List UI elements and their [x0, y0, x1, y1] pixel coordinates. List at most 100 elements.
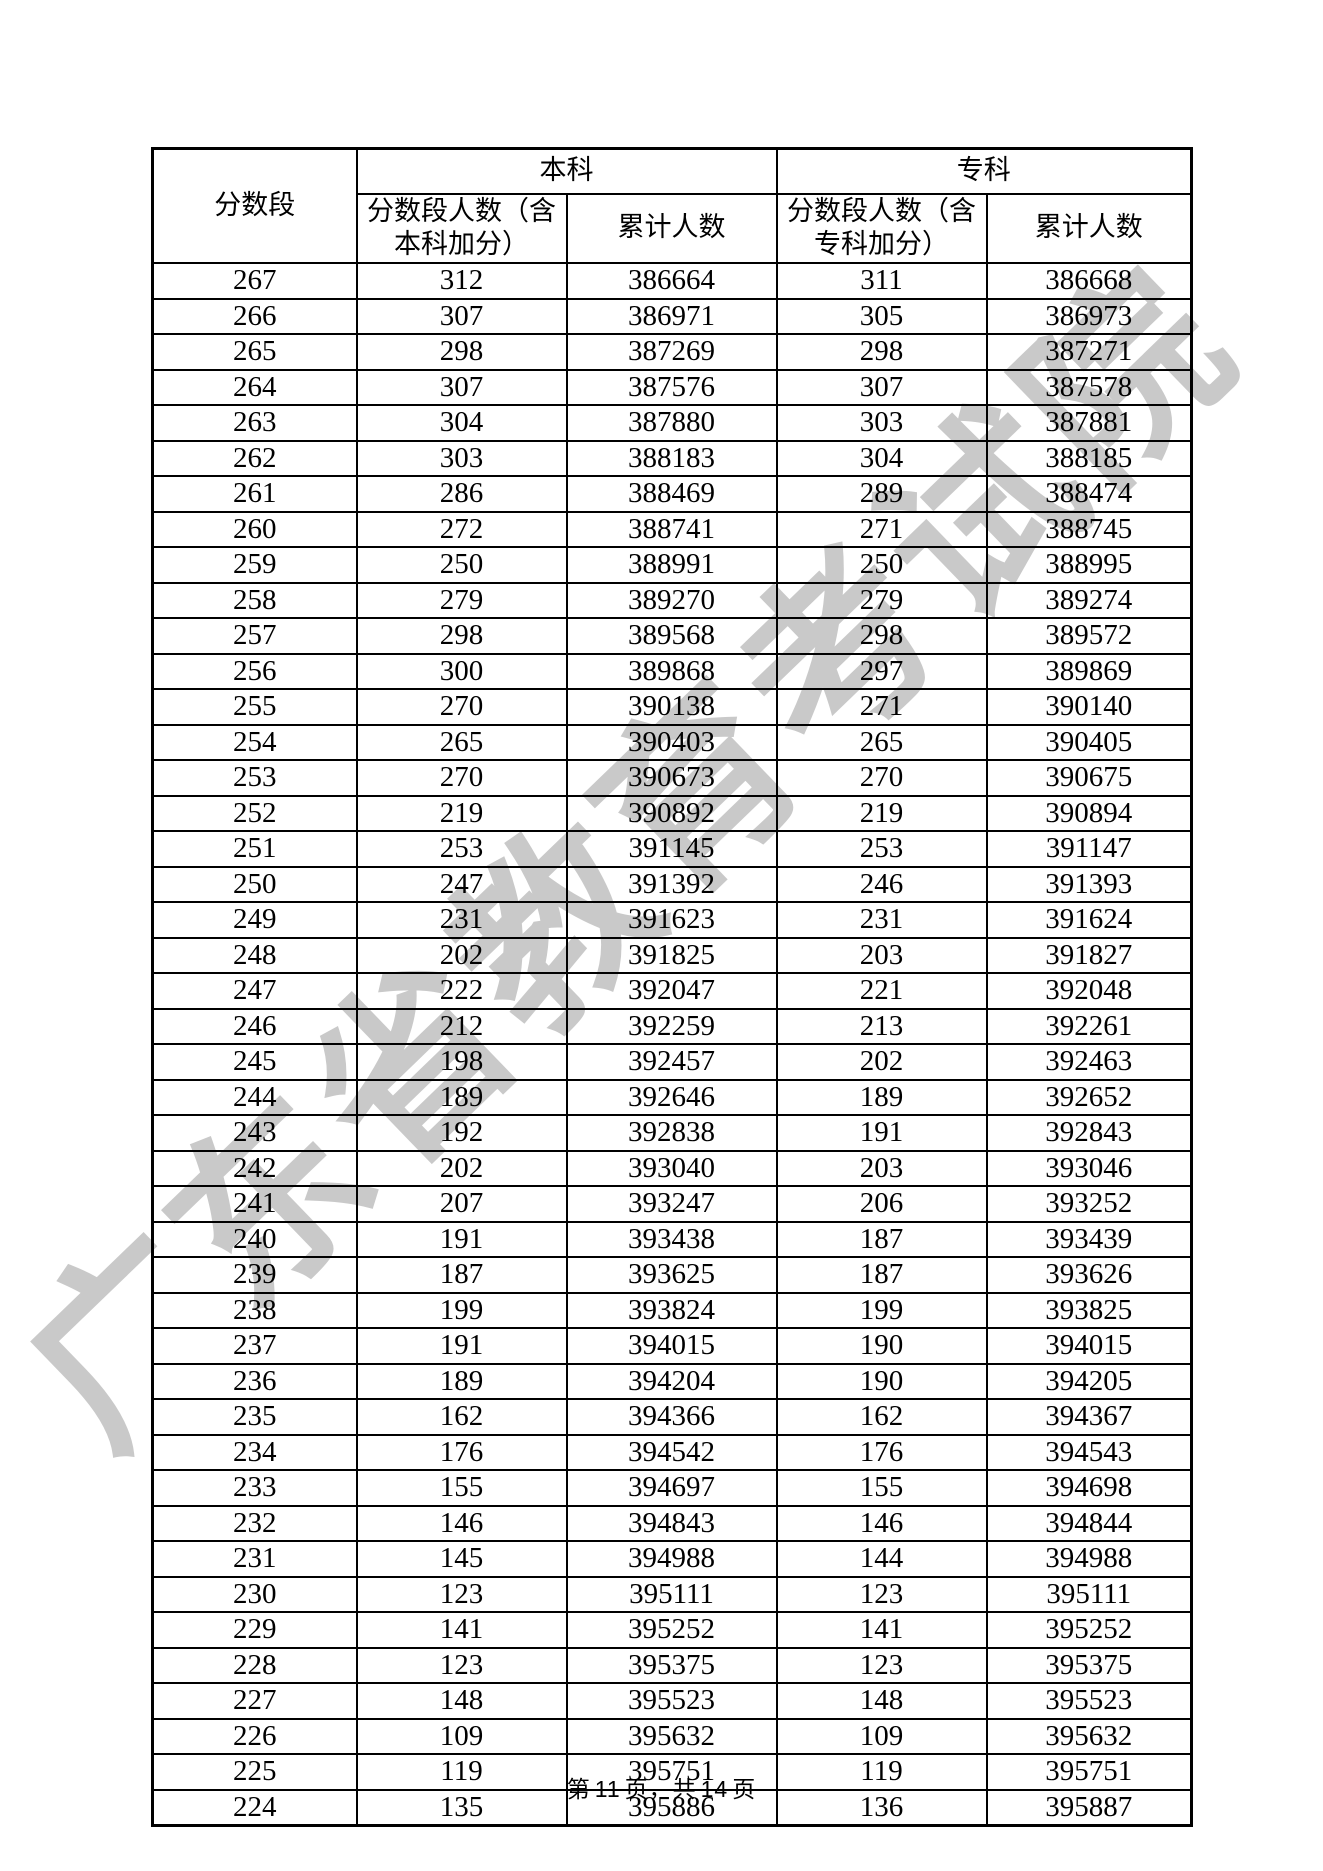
zhuanke-cumulative-cell: 388745 — [985, 510, 1193, 548]
score-cell: 239 — [151, 1256, 358, 1294]
benke-cumulative-cell: 391623 — [565, 901, 778, 939]
benke-count-cell: 155 — [355, 1469, 568, 1507]
score-cell: 263 — [151, 404, 358, 442]
benke-count-cell: 298 — [355, 617, 568, 655]
benke-cumulative-cell: 391145 — [565, 830, 778, 868]
zhuanke-cumulative-cell: 394988 — [985, 1540, 1193, 1578]
table-row: 239 187 393625 187 393626 — [151, 1256, 1193, 1294]
benke-count-cell: 199 — [355, 1291, 568, 1329]
table-row: 243 192 392838 191 392843 — [151, 1114, 1193, 1152]
benke-count-cell: 272 — [355, 510, 568, 548]
benke-count-cell: 312 — [355, 262, 568, 300]
benke-count-cell: 212 — [355, 1007, 568, 1045]
benke-count-cell: 250 — [355, 546, 568, 584]
footer-page-number: 11 — [594, 1776, 621, 1802]
zhuanke-count-cell: 271 — [775, 510, 988, 548]
table-row: 256 300 389868 297 389869 — [151, 652, 1193, 690]
table-row: 251 253 391145 253 391147 — [151, 830, 1193, 868]
zhuanke-count-cell: 202 — [775, 1043, 988, 1081]
zhuanke-cumulative-cell: 394698 — [985, 1469, 1193, 1507]
header-benke-count: 分数段人数（含本科加分） — [355, 192, 568, 264]
benke-cumulative-cell: 388183 — [565, 439, 778, 477]
table-row: 246 212 392259 213 392261 — [151, 1007, 1193, 1045]
zhuanke-cumulative-cell: 389274 — [985, 581, 1193, 619]
footer-suffix: 页 — [732, 1777, 757, 1802]
zhuanke-cumulative-cell: 390405 — [985, 723, 1193, 761]
zhuanke-cumulative-cell: 386668 — [985, 262, 1193, 300]
zhuanke-count-cell: 199 — [775, 1291, 988, 1329]
benke-cumulative-cell: 394843 — [565, 1504, 778, 1542]
zhuanke-count-cell: 189 — [775, 1078, 988, 1116]
benke-cumulative-cell: 387269 — [565, 333, 778, 371]
benke-count-cell: 270 — [355, 759, 568, 797]
table-row: 226 109 395632 109 395632 — [151, 1717, 1193, 1755]
page-footer: 第 11 页，共 14 页 — [0, 1770, 1323, 1804]
zhuanke-count-cell: 109 — [775, 1717, 988, 1755]
table-row: 266 307 386971 305 386973 — [151, 297, 1193, 335]
table-row: 257 298 389568 298 389572 — [151, 617, 1193, 655]
benke-count-cell: 300 — [355, 652, 568, 690]
table-row: 263 304 387880 303 387881 — [151, 404, 1193, 442]
zhuanke-count-cell: 203 — [775, 936, 988, 974]
zhuanke-count-cell: 123 — [775, 1575, 988, 1613]
zhuanke-count-cell: 246 — [775, 865, 988, 903]
score-cell: 257 — [151, 617, 358, 655]
zhuanke-count-cell: 271 — [775, 688, 988, 726]
benke-count-cell: 162 — [355, 1398, 568, 1436]
benke-count-cell: 192 — [355, 1114, 568, 1152]
score-cell: 225 — [151, 1753, 358, 1791]
benke-cumulative-cell: 389270 — [565, 581, 778, 619]
zhuanke-count-cell: 289 — [775, 475, 988, 513]
zhuanke-count-cell: 123 — [775, 1646, 988, 1684]
benke-count-cell: 307 — [355, 368, 568, 406]
zhuanke-count-cell: 265 — [775, 723, 988, 761]
benke-count-cell: 189 — [355, 1362, 568, 1400]
benke-cumulative-cell: 388469 — [565, 475, 778, 513]
zhuanke-cumulative-cell: 393046 — [985, 1149, 1193, 1187]
zhuanke-cumulative-cell: 394844 — [985, 1504, 1193, 1542]
zhuanke-cumulative-cell: 391624 — [985, 901, 1193, 939]
zhuanke-cumulative-cell: 389869 — [985, 652, 1193, 690]
benke-count-cell: 202 — [355, 1149, 568, 1187]
table-row: 245 198 392457 202 392463 — [151, 1043, 1193, 1081]
zhuanke-cumulative-cell: 390894 — [985, 794, 1193, 832]
score-cell: 244 — [151, 1078, 358, 1116]
table-row: 249 231 391623 231 391624 — [151, 901, 1193, 939]
zhuanke-count-cell: 253 — [775, 830, 988, 868]
benke-count-cell: 119 — [355, 1753, 568, 1791]
table-row: 232 146 394843 146 394844 — [151, 1504, 1193, 1542]
benke-count-cell: 191 — [355, 1327, 568, 1365]
benke-count-cell: 135 — [355, 1788, 568, 1827]
benke-count-cell: 265 — [355, 723, 568, 761]
benke-count-cell: 141 — [355, 1611, 568, 1649]
table-row: 238 199 393824 199 393825 — [151, 1291, 1193, 1329]
zhuanke-cumulative-cell: 390675 — [985, 759, 1193, 797]
score-cell: 240 — [151, 1220, 358, 1258]
zhuanke-cumulative-cell: 392048 — [985, 972, 1193, 1010]
benke-cumulative-cell: 394015 — [565, 1327, 778, 1365]
zhuanke-count-cell: 213 — [775, 1007, 988, 1045]
benke-cumulative-cell: 386664 — [565, 262, 778, 300]
benke-cumulative-cell: 390892 — [565, 794, 778, 832]
table-row: 233 155 394697 155 394698 — [151, 1469, 1193, 1507]
score-cell: 231 — [151, 1540, 358, 1578]
score-cell: 253 — [151, 759, 358, 797]
zhuanke-cumulative-cell: 387881 — [985, 404, 1193, 442]
table-row: 265 298 387269 298 387271 — [151, 333, 1193, 371]
table-row: 254 265 390403 265 390405 — [151, 723, 1193, 761]
zhuanke-cumulative-cell: 392652 — [985, 1078, 1193, 1116]
benke-cumulative-cell: 390403 — [565, 723, 778, 761]
benke-cumulative-cell: 394542 — [565, 1433, 778, 1471]
table-row: 244 189 392646 189 392652 — [151, 1078, 1193, 1116]
footer-middle: 页，共 — [624, 1777, 697, 1802]
zhuanke-cumulative-cell: 387578 — [985, 368, 1193, 406]
zhuanke-cumulative-cell: 395375 — [985, 1646, 1193, 1684]
zhuanke-count-cell: 206 — [775, 1185, 988, 1223]
zhuanke-count-cell: 187 — [775, 1256, 988, 1294]
zhuanke-count-cell: 303 — [775, 404, 988, 442]
table-row: 253 270 390673 270 390675 — [151, 759, 1193, 797]
table-row: 228 123 395375 123 395375 — [151, 1646, 1193, 1684]
benke-cumulative-cell: 395632 — [565, 1717, 778, 1755]
table-body: 267 312 386664 311 386668 266 307 386971 305 3869… — [151, 262, 1193, 1827]
